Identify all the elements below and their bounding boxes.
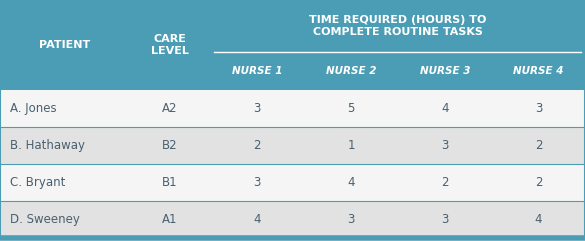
Text: 2: 2 [441,176,449,189]
Text: 1: 1 [347,139,355,152]
Text: B1: B1 [162,176,178,189]
Text: A2: A2 [162,102,178,115]
Text: 4: 4 [253,213,261,226]
Text: A1: A1 [162,213,178,226]
Text: 3: 3 [253,102,261,115]
Text: C. Bryant: C. Bryant [10,176,66,189]
Text: D. Sweeney: D. Sweeney [10,213,80,226]
Bar [0,201,585,238]
Text: 4: 4 [535,213,542,226]
Text: 3: 3 [535,102,542,115]
Bar [0,0,585,90]
Text: 3: 3 [253,176,261,189]
Text: 2: 2 [535,176,542,189]
Text: TIME REQUIRED (HOURS) TO
COMPLETE ROUTINE TASKS: TIME REQUIRED (HOURS) TO COMPLETE ROUTIN… [309,15,486,37]
Text: CARE
LEVEL: CARE LEVEL [151,34,189,56]
Text: PATIENT: PATIENT [39,40,91,50]
Text: B. Hathaway: B. Hathaway [10,139,85,152]
Bar [0,90,585,127]
Text: NURSE 1: NURSE 1 [232,66,282,76]
Text: 4: 4 [347,176,355,189]
Text: A. Jones: A. Jones [10,102,57,115]
Text: NURSE 4: NURSE 4 [513,66,564,76]
Text: 2: 2 [535,139,542,152]
Text: 5: 5 [347,102,355,115]
Bar [0,127,585,164]
Text: 3: 3 [441,213,449,226]
Text: NURSE 2: NURSE 2 [326,66,376,76]
Text: 3: 3 [441,139,449,152]
Text: 4: 4 [441,102,449,115]
Bar [0,164,585,201]
Text: 3: 3 [347,213,355,226]
Text: B2: B2 [162,139,178,152]
Text: 2: 2 [253,139,261,152]
Text: NURSE 3: NURSE 3 [420,66,470,76]
